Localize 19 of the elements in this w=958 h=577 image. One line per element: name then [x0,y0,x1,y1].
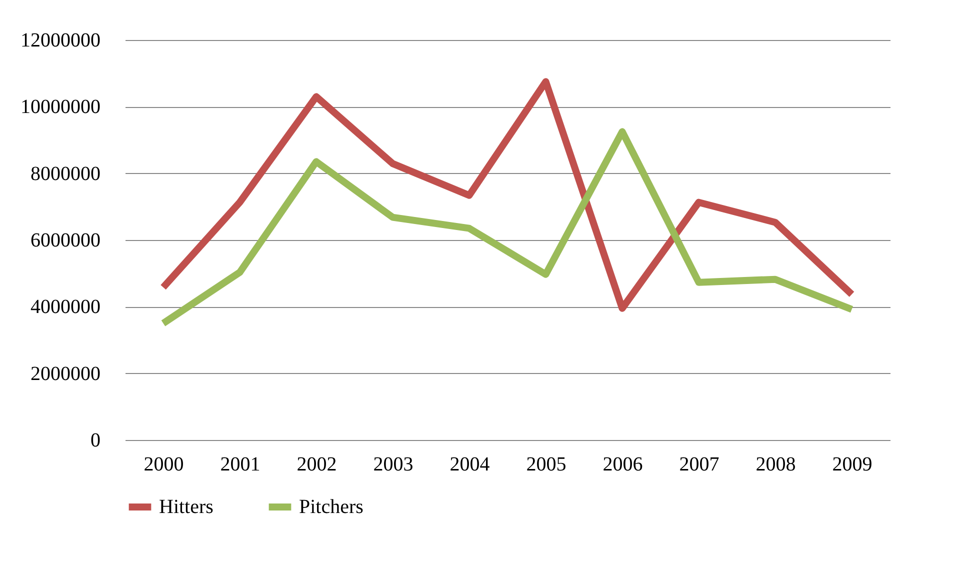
x-tick-label: 2004 [450,454,490,476]
x-tick-label: 2005 [526,454,566,476]
legend-label: Pitchers [299,496,364,518]
x-tick-label: 2009 [832,454,872,476]
x-tick-label: 2003 [373,454,414,476]
x-tick-label: 2007 [679,454,720,476]
y-tick-label: 12000000 [20,30,100,52]
x-tick-label: 2002 [296,454,337,476]
x-tick-label: 2000 [144,454,184,476]
x-tick-label: 2006 [602,454,643,476]
x-tick-label: 2008 [756,454,796,476]
y-tick-label: 10000000 [20,96,100,118]
y-tick-label: 4000000 [30,296,100,318]
y-tick-label: 0 [90,430,100,452]
y-tick-label: 2000000 [30,362,100,385]
x-tick-label: 2001 [220,454,260,476]
legend-label: Hitters [159,496,214,518]
y-tick-label: 8000000 [30,162,100,185]
y-tick-label: 6000000 [30,230,100,252]
